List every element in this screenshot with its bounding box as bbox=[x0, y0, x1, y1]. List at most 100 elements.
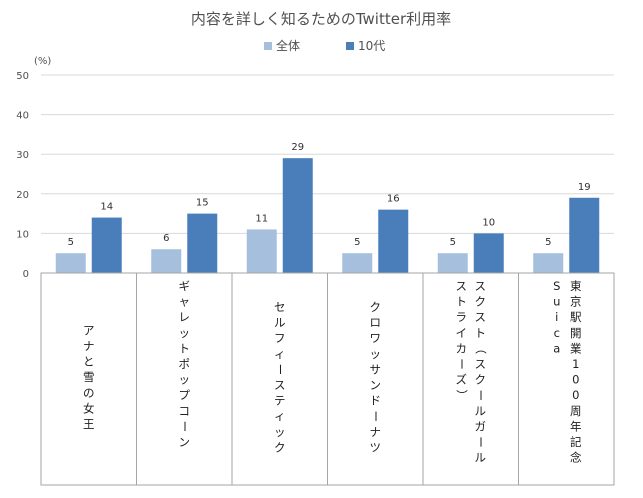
data-labels: 5 14 6 15 11 29 5 16 5 10 5 19 bbox=[68, 142, 591, 248]
category-char: ル bbox=[274, 316, 286, 330]
category-char: 念 bbox=[570, 451, 582, 465]
bar-2-2 bbox=[187, 213, 218, 273]
legend-swatch-1 bbox=[264, 42, 272, 50]
category-char: 0 bbox=[572, 388, 579, 402]
data-label: 5 bbox=[545, 237, 551, 248]
category-char: ン bbox=[179, 435, 191, 449]
bar-1-4 bbox=[342, 253, 373, 273]
category-char: 駅 bbox=[570, 310, 582, 324]
category-char: ス bbox=[274, 378, 286, 392]
data-label: 6 bbox=[163, 233, 169, 244]
category-char: ナ bbox=[83, 339, 95, 353]
category-char: ー bbox=[473, 389, 487, 401]
category-char: と bbox=[83, 355, 95, 369]
category-char: 年 bbox=[570, 419, 582, 433]
category-char: i bbox=[555, 310, 558, 324]
category-char: ア bbox=[83, 323, 95, 337]
category-char: ー bbox=[273, 364, 287, 376]
category-char: ル bbox=[475, 451, 487, 465]
data-label: 5 bbox=[68, 237, 74, 248]
y-tick-label: 40 bbox=[16, 111, 29, 122]
y-tick-label: 30 bbox=[16, 150, 29, 161]
category-char: フ bbox=[274, 331, 286, 345]
category-char: ン bbox=[370, 378, 382, 392]
category-char: ク bbox=[370, 300, 382, 314]
category-char: 王 bbox=[83, 417, 95, 431]
category-char: c bbox=[554, 326, 560, 340]
category-char: プ bbox=[179, 388, 191, 402]
category-char: ス bbox=[475, 310, 487, 324]
category-char: ポ bbox=[179, 357, 191, 371]
category-char: ッ bbox=[274, 425, 286, 439]
category-char: ィ bbox=[274, 347, 286, 361]
category-char: ー bbox=[473, 436, 487, 448]
category-char: ス bbox=[475, 357, 487, 371]
category-char: レ bbox=[179, 310, 191, 324]
bar-2-5 bbox=[473, 233, 504, 273]
category-char: ギ bbox=[179, 279, 191, 293]
bar-1-3 bbox=[246, 229, 277, 273]
bar-2-6 bbox=[569, 197, 600, 273]
category-char: ナ bbox=[370, 425, 382, 439]
category-char: カ bbox=[456, 341, 468, 355]
category-char: ズ bbox=[456, 373, 468, 387]
category-char: ト bbox=[179, 341, 191, 355]
category-char: ド bbox=[370, 394, 382, 408]
data-label: 11 bbox=[255, 213, 268, 224]
category-char: （ bbox=[473, 343, 487, 355]
category-char: ー bbox=[454, 358, 468, 370]
category-char: ラ bbox=[456, 310, 468, 324]
category-char: ル bbox=[475, 404, 487, 418]
category-char: ッ bbox=[179, 326, 191, 340]
category-char: セ bbox=[274, 300, 286, 314]
data-label: 5 bbox=[450, 237, 456, 248]
legend: 全体 10代 bbox=[264, 38, 385, 53]
category-char: ッ bbox=[370, 347, 382, 361]
category-table: アナと雪の女王ギャレットポップコーンセルフィースティッククロワッサンドーナツスク… bbox=[40, 272, 615, 486]
y-tick-label: 20 bbox=[16, 190, 29, 201]
category-char: ク bbox=[475, 295, 487, 309]
y-tick-label: 10 bbox=[16, 229, 29, 240]
category-char: ス bbox=[456, 279, 468, 293]
category-char: ィ bbox=[274, 409, 286, 423]
legend-label-2: 10代 bbox=[358, 39, 385, 53]
bars bbox=[55, 158, 600, 273]
category-char: ク bbox=[475, 373, 487, 387]
bar-2-3 bbox=[282, 158, 313, 273]
category-char: 記 bbox=[570, 435, 582, 449]
category-char: ト bbox=[456, 295, 468, 309]
category-char: ツ bbox=[370, 440, 382, 454]
category-char: ロ bbox=[370, 316, 382, 330]
y-axis-unit-label: (%) bbox=[34, 56, 51, 67]
category-char: サ bbox=[370, 362, 382, 376]
legend-swatch-2 bbox=[346, 42, 354, 50]
category-char: 東 bbox=[570, 279, 582, 293]
data-label: 15 bbox=[196, 198, 209, 209]
data-label: 14 bbox=[100, 202, 113, 213]
data-label: 16 bbox=[387, 194, 400, 205]
bar-2-1 bbox=[91, 217, 122, 273]
category-char: ャ bbox=[179, 295, 191, 309]
category-char: 開 bbox=[570, 326, 582, 340]
category-char: ー bbox=[177, 421, 191, 433]
category-char: の bbox=[83, 386, 95, 400]
y-tick-label: 50 bbox=[16, 71, 29, 82]
category-char: ガ bbox=[475, 419, 487, 433]
category-char: テ bbox=[274, 394, 286, 408]
category-char: 1 bbox=[572, 357, 579, 371]
data-label: 5 bbox=[354, 237, 360, 248]
gridlines bbox=[41, 74, 614, 234]
category-char: ワ bbox=[370, 331, 382, 345]
category-char: 業 bbox=[570, 341, 582, 355]
category-char: a bbox=[553, 341, 560, 355]
data-label: 19 bbox=[578, 182, 591, 193]
category-char: S bbox=[553, 279, 560, 293]
y-tick-label: 0 bbox=[23, 269, 29, 280]
